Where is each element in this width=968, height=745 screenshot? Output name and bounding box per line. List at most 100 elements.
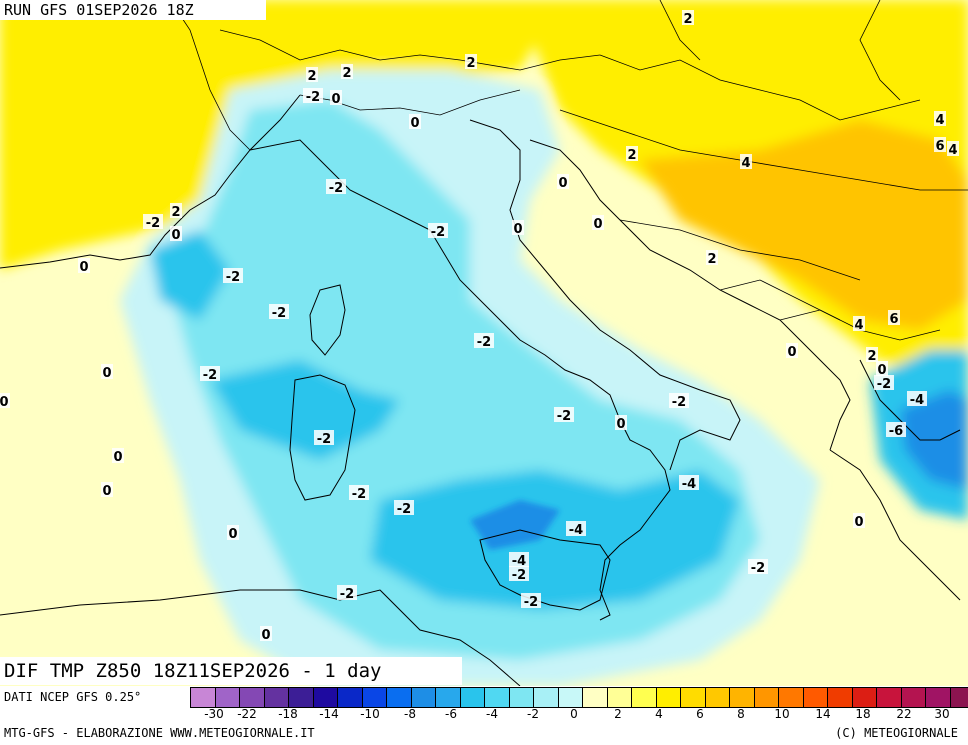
footer-credit: MTG-GFS - ELABORAZIONE WWW.METEOGIORNALE… — [4, 726, 315, 740]
contour-label: -2 — [557, 409, 571, 424]
contour-label-bg — [349, 485, 369, 500]
contour-label: 0 — [102, 366, 111, 381]
scale-tick-label: -14 — [319, 707, 339, 721]
contour-label-bg — [101, 364, 113, 379]
contour-label: 2 — [307, 69, 316, 84]
contour-label-bg — [876, 361, 888, 376]
scale-swatch — [730, 688, 755, 707]
scale-swatch — [289, 688, 314, 707]
contour-label: 0 — [79, 260, 88, 275]
scale-tick-label: 18 — [855, 707, 871, 721]
contour-label-bg — [474, 333, 494, 348]
scale-swatch — [926, 688, 951, 707]
contour-label: 4 — [741, 156, 750, 171]
scale-tick-label: 30 — [934, 707, 950, 721]
scale-swatch — [779, 688, 804, 707]
scale-tick-label: -6 — [445, 707, 457, 721]
contour-label-bg — [170, 203, 182, 218]
contour-label: 0 — [261, 628, 270, 643]
contour-label-bg — [626, 146, 638, 161]
scale-swatch — [387, 688, 412, 707]
contour-label-bg — [465, 54, 477, 69]
scale-tick-label: 6 — [696, 707, 704, 721]
scale-tick-label: -30 — [204, 707, 224, 721]
contour-label-bg — [509, 552, 529, 567]
cold-spot-sicily — [470, 500, 560, 550]
contour-label: -4 — [682, 477, 696, 492]
scale-swatch — [215, 688, 240, 707]
contour-label-bg — [428, 223, 448, 238]
contour-label-bg — [314, 430, 334, 445]
scale-swatch — [705, 688, 730, 707]
contour-label-bg — [409, 114, 421, 129]
contour-label-bg — [679, 475, 699, 490]
contour-label: 2 — [627, 148, 636, 163]
scale-swatch — [534, 688, 559, 707]
scale-swatch — [607, 688, 632, 707]
scale-swatch — [264, 688, 289, 707]
contour-label: -6 — [889, 424, 903, 439]
contour-label-bg — [554, 407, 574, 422]
contour-label-bg — [740, 154, 752, 169]
contour-label: 2 — [683, 12, 692, 27]
scale-tick-label: 4 — [655, 707, 663, 721]
cold-area-ligurian — [150, 230, 230, 320]
contour-label: -2 — [672, 395, 686, 410]
contour-label-bg — [853, 513, 865, 528]
contour-label-bg — [669, 393, 689, 408]
contour-label-bg — [326, 179, 346, 194]
scale-swatch — [436, 688, 461, 707]
scale-tick-label: -22 — [237, 707, 257, 721]
contour-label: -2 — [524, 595, 538, 610]
scale-swatch — [411, 688, 436, 707]
contour-label: 0 — [0, 395, 9, 410]
contour-label: -2 — [751, 561, 765, 576]
contour-label-bg — [223, 268, 243, 283]
contour-label: -2 — [226, 270, 240, 285]
contour-label-bg — [907, 391, 927, 406]
scale-swatch — [852, 688, 877, 707]
contour-label-bg — [330, 90, 342, 105]
contour-label: 2 — [707, 252, 716, 267]
run-header: RUN GFS 01SEP2026 18Z — [0, 0, 266, 20]
scale-swatch — [656, 688, 681, 707]
scale-swatch — [583, 688, 608, 707]
contour-label: -2 — [397, 502, 411, 517]
scale-tick-label: 2 — [614, 707, 622, 721]
scale-swatch — [460, 688, 485, 707]
contour-label: -2 — [146, 216, 160, 231]
contour-label-bg — [853, 316, 865, 331]
contour-label-bg — [786, 343, 798, 358]
scale-swatch — [191, 688, 216, 707]
scale-tick-label: -10 — [360, 707, 380, 721]
contour-label-bg — [337, 585, 357, 600]
contour-label: 0 — [877, 363, 886, 378]
contour-label-bg — [227, 525, 239, 540]
contour-label: 0 — [410, 116, 419, 131]
scale-tick-label: 22 — [896, 707, 912, 721]
contour-label: -2 — [352, 487, 366, 502]
contour-label-bg — [866, 347, 878, 362]
scale-swatch — [828, 688, 853, 707]
scale-swatch — [313, 688, 338, 707]
contour-label: 0 — [787, 345, 796, 360]
contour-label: 2 — [466, 56, 475, 71]
scale-swatch — [558, 688, 583, 707]
scale-swatch — [877, 688, 902, 707]
contour-label: 4 — [948, 143, 957, 158]
contour-label-bg — [78, 258, 90, 273]
scale-tick-label: 0 — [570, 707, 578, 721]
color-scale-bar — [190, 687, 968, 708]
scale-swatch — [803, 688, 828, 707]
scale-swatch — [362, 688, 387, 707]
contour-label-bg — [269, 304, 289, 319]
scale-swatch — [754, 688, 779, 707]
contour-label: -2 — [317, 432, 331, 447]
contour-label-bg — [303, 88, 323, 103]
contour-label-bg — [512, 220, 524, 235]
contour-label-bg — [934, 111, 946, 126]
scale-swatch — [681, 688, 706, 707]
contour-label-bg — [615, 415, 627, 430]
